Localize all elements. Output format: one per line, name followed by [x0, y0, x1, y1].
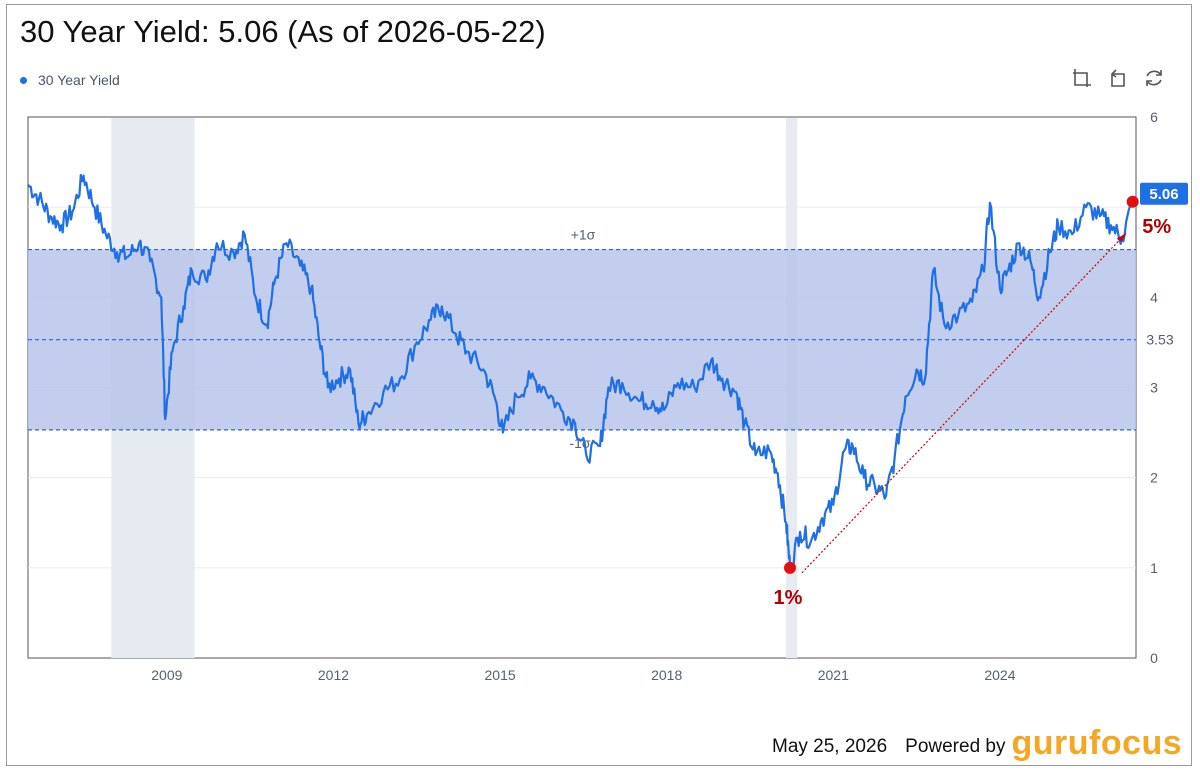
zoom-reset-button[interactable]	[1104, 66, 1132, 94]
legend[interactable]: 30 Year Yield	[20, 72, 120, 88]
plus-sigma-label: +1σ	[571, 227, 596, 243]
chart-title: 30 Year Yield: 5.06 (As of 2026-05-22)	[20, 14, 546, 49]
x-tick-label-5: 2024	[984, 667, 1015, 683]
current-point-marker	[1126, 195, 1139, 208]
legend-marker	[20, 76, 27, 84]
y-tick-label-2: 2	[1150, 470, 1158, 486]
current-value-badge	[1140, 182, 1188, 205]
zoom-area-icon	[1071, 67, 1093, 94]
refresh-icon	[1143, 67, 1165, 94]
zoom-reset-icon	[1107, 67, 1129, 94]
legend-label: 30 Year Yield	[38, 72, 120, 88]
zoom-area-button[interactable]	[1068, 66, 1096, 94]
minus-sigma-label: -1σ	[569, 435, 590, 451]
powered-by-label: Powered by	[905, 736, 1006, 757]
low-point-label: 1%	[774, 587, 803, 609]
y-tick-label-4: 4	[1150, 289, 1158, 305]
current-point-label: 5%	[1142, 216, 1171, 238]
refresh-button[interactable]	[1140, 66, 1168, 94]
series-line-30-year-yield	[27, 173, 1134, 573]
y-tick-label-0: 0	[1150, 650, 1158, 666]
x-tick-label-2: 2015	[485, 667, 516, 683]
gurufocus-logo[interactable]: gurufocus	[1011, 724, 1183, 762]
footer: May 25, 2026 Powered by gurufocus	[772, 724, 1183, 762]
y-tick-label-1: 1	[1150, 560, 1158, 576]
chart-toolbar	[1068, 66, 1168, 94]
trend-arrow-head	[1116, 232, 1127, 242]
mean-value-label: 3.53	[1146, 332, 1173, 348]
x-tick-label-4: 2021	[818, 667, 849, 683]
x-tick-label-3: 2018	[651, 667, 682, 683]
current-value-label: 5.06	[1149, 186, 1178, 203]
footer-date: May 25, 2026	[772, 736, 888, 757]
x-tick-label-1: 2012	[318, 667, 349, 683]
low-point-marker	[783, 561, 796, 574]
y-tick-label-6: 6	[1150, 109, 1158, 125]
x-tick-label-0: 2009	[151, 667, 182, 683]
trend-arrow-line	[801, 236, 1124, 574]
y-tick-label-3: 3	[1150, 380, 1158, 396]
